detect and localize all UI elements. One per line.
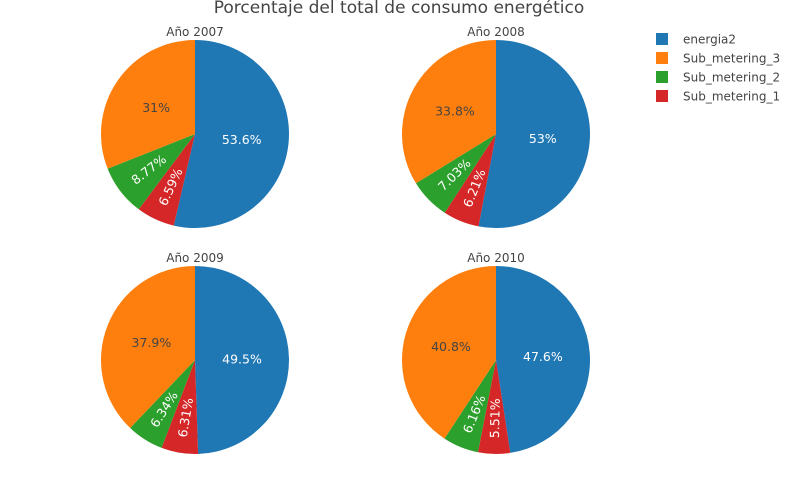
legend-item[interactable]: Sub_metering_2 [656,71,780,85]
slice-label: 5.51% [487,398,503,438]
pie-slice-sub-metering-3[interactable] [101,40,195,169]
pie-slice-sub-metering-1[interactable] [444,134,496,227]
legend-swatch [656,52,668,64]
legend-swatch [656,33,668,45]
pie-slice-energia2[interactable] [496,266,590,453]
legend-item[interactable]: Sub_metering_1 [656,90,780,104]
legend-label: Sub_metering_1 [683,90,780,104]
pie-slice-energia2[interactable] [173,40,290,228]
pie-slice-sub-metering-2[interactable] [107,134,195,210]
pie-slice-sub-metering-1[interactable] [138,134,195,226]
legend-item[interactable]: Sub_metering_3 [656,52,780,66]
slice-label: 53.6% [222,132,262,147]
legend-label: Sub_metering_3 [683,52,780,66]
legend-swatch [656,90,668,102]
pie-slice-sub-metering-3[interactable] [402,40,496,184]
legend: energia2 Sub_metering_3 Sub_metering_2 Sub_… [656,33,780,104]
legend-label: Sub_metering_2 [683,71,780,85]
pie-slice-sub-metering-1[interactable] [477,360,511,454]
pie-slice-sub-metering-2[interactable] [415,134,496,213]
pie-slice-sub-metering-2[interactable] [130,360,195,448]
pie-slice-energia2[interactable] [478,40,591,228]
slice-label: 31% [142,100,170,115]
slice-label: 40.8% [431,339,471,354]
pie-title: Año 2010 [467,251,525,265]
pie-title: Año 2009 [166,251,224,265]
legend-item[interactable]: energia2 [656,33,736,47]
slice-label: 33.8% [435,104,475,119]
slice-label: 53% [529,131,557,146]
slice-label: 37.9% [132,335,172,350]
pie-slice-sub-metering-2[interactable] [444,360,496,453]
legend-swatch [656,71,668,83]
slice-label: 6.31% [175,397,196,439]
slice-label: 47.6% [523,349,563,364]
slice-label: 49.5% [222,352,262,367]
pie-slice-sub-metering-1[interactable] [161,360,199,454]
pie-slice-sub-metering-3[interactable] [101,266,195,429]
pie-slice-energia2[interactable] [195,266,289,454]
pie-title: Año 2008 [467,25,525,39]
pie-slice-sub-metering-3[interactable] [401,266,496,439]
pie-title: Año 2007 [166,25,224,39]
chart-title: Porcentaje del total de consumo energéti… [214,0,585,18]
legend-label: energia2 [683,33,736,47]
